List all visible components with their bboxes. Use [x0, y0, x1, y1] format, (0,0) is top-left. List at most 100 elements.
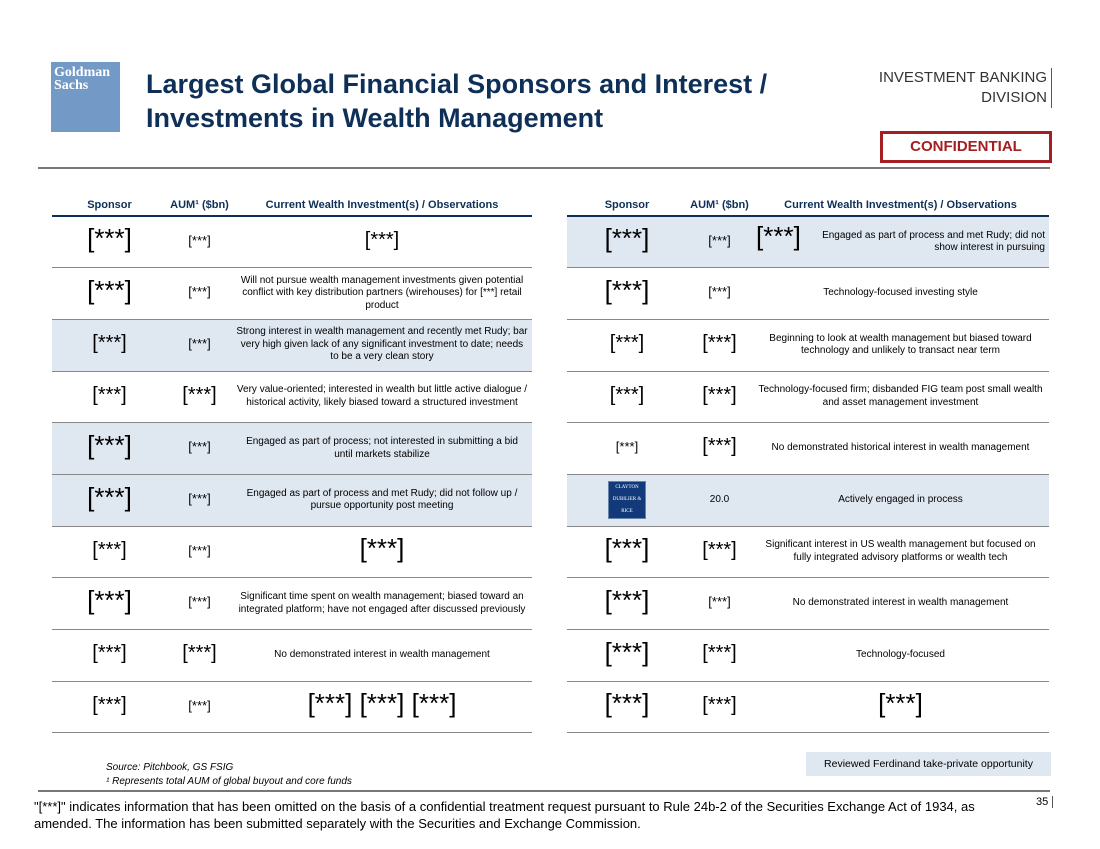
title-line-1: Largest Global Financial Sponsors and In… — [146, 69, 768, 99]
header-sponsor: Sponsor — [52, 176, 167, 217]
aum-value: [***] — [708, 594, 731, 610]
sponsor-name-cell: [***] — [52, 681, 167, 734]
aum-value-cell: [***] — [687, 526, 752, 579]
sponsor-name-cell: [***] — [52, 422, 167, 475]
disclaimer: "[***]" indicates information that has b… — [34, 799, 975, 831]
source-text: Source: Pitchbook, GS FSIG — [106, 762, 234, 773]
table-row: [***] [***] [***] [***] [***] — [52, 681, 532, 734]
observation-text-cell: Technology-focused investing style — [752, 267, 1049, 320]
sponsor-name-cell: [***] — [567, 577, 687, 630]
observation-text-cell: Very value-oriented; interested in wealt… — [232, 371, 532, 424]
sponsor-name: [***] — [604, 688, 650, 719]
observation-text: No demonstrated interest in wealth manag… — [792, 597, 1009, 609]
observation-text-cell: Actively engaged in process — [752, 474, 1049, 527]
observation-text-cell: Strong interest in wealth management and… — [232, 319, 532, 372]
sponsor-name: [***] — [604, 274, 650, 305]
sponsor-name-cell: [***] — [52, 629, 167, 682]
table-row: [***] [***] No demonstrated interest in we… — [567, 577, 1049, 630]
sponsor-name-cell: [***] — [567, 371, 687, 424]
page-number: 35 — [1036, 796, 1054, 808]
aum-value: [***] — [708, 232, 731, 248]
sponsor-name-cell: [***] — [52, 216, 167, 269]
sponsor-logo: CLAYTON DUBILIER & RICE — [608, 481, 646, 520]
observation-redacted: [***] — [756, 220, 801, 251]
sponsor-name-cell: [***] — [567, 422, 687, 475]
confidential-badge: CONFIDENTIAL — [880, 131, 1052, 163]
sponsor-name: [***] — [615, 439, 639, 455]
aum-value-cell: [***] — [167, 577, 232, 630]
aum-value-cell: [***] — [167, 422, 232, 475]
table-row: [***] [***] Technology-focused firm; disba… — [567, 371, 1049, 424]
observation-text: [***] — [364, 228, 400, 251]
aum-value: [***] — [188, 697, 211, 713]
sponsor-name: [***] — [609, 383, 645, 406]
sponsor-name: [***] — [92, 642, 127, 665]
aum-value-cell: [***] — [167, 371, 232, 424]
observation-text: Significant interest in US wealth manage… — [765, 539, 1036, 563]
sponsor-name: [***] — [87, 274, 132, 305]
aum-value: [***] — [188, 284, 211, 300]
goldman-sachs-logo: Goldman Sachs — [51, 62, 120, 132]
aum-value: [***] — [182, 642, 217, 665]
sponsor-name-cell: [***] — [52, 474, 167, 527]
observation-text: Technology-focused — [856, 649, 945, 661]
sponsor-name: [***] — [604, 223, 650, 254]
observation-text: Technology-focused firm; disbanded FIG t… — [758, 384, 1043, 408]
observation-text-cell: Engaged as part of process and met Rudy;… — [232, 474, 532, 527]
sponsor-name-cell: [***] — [567, 681, 687, 734]
aum-value-cell: [***] — [167, 216, 232, 269]
table-header-row: Sponsor AUM¹ ($bn) Current Wealth Investme… — [567, 176, 1049, 217]
observation-text-cell: [***] — [752, 681, 1049, 734]
observation-text-cell: [***] — [232, 526, 532, 579]
sponsor-name-cell: [***] — [567, 267, 687, 320]
observation-text: [***] — [878, 688, 923, 719]
sponsor-name-cell: [***] — [567, 216, 687, 269]
aum-value-cell: [***] — [687, 319, 752, 372]
sponsor-name: [***] — [604, 533, 650, 564]
observation-text-cell: No demonstrated interest in wealth manag… — [232, 629, 532, 682]
sponsor-name-cell: [***] — [52, 526, 167, 579]
observation-text: Engaged as part of process; not interest… — [246, 436, 518, 460]
aum-value-cell: 20.0 — [687, 474, 752, 527]
table-row: [***] [***] [***] — [52, 216, 532, 269]
page-title: Largest Global Financial Sponsors and In… — [146, 67, 767, 135]
aum-value: [***] — [188, 439, 211, 455]
aum-value-cell: [***] — [687, 681, 752, 734]
table-row: CLAYTON DUBILIER & RICE 20.0 Actively enga… — [567, 474, 1049, 527]
aum-value: [***] — [188, 335, 211, 351]
observation-text: Will not pursue wealth management invest… — [240, 274, 524, 311]
sponsor-name: [***] — [609, 331, 645, 354]
sponsor-name-cell: [***] — [52, 267, 167, 320]
observation-text: Significant time spent on wealth managem… — [238, 591, 526, 615]
observation-text: No demonstrated interest in wealth manag… — [274, 649, 490, 661]
aum-value: 20.0 — [709, 494, 730, 506]
sponsor-name: [***] — [87, 429, 132, 460]
aum-value: [***] — [702, 693, 737, 716]
observation-text: Technology-focused investing style — [823, 287, 978, 299]
division-line-1: INVESTMENT BANKING — [878, 69, 1047, 86]
header-observations: Current Wealth Investment(s) / Observati… — [232, 176, 532, 217]
table-row: [***] [***] Significant interest in US wea… — [567, 526, 1049, 579]
sponsor-name: [***] — [92, 331, 127, 354]
table-row: [***] [***] Beginning to look at wealth ma… — [567, 319, 1049, 372]
header-sponsor: Sponsor — [567, 176, 687, 217]
aum-value: [***] — [702, 642, 737, 665]
sponsor-name-cell: [***] — [52, 319, 167, 372]
aum-value: [***] — [188, 491, 211, 507]
observation-text: [***] — [359, 533, 405, 564]
sponsor-name-cell: [***] — [567, 319, 687, 372]
observation-text-cell: Will not pursue wealth management invest… — [232, 267, 532, 320]
table-row: [***] [***] No demonstrated interest in we… — [52, 629, 532, 682]
observation-text: Strong interest in wealth management and… — [236, 326, 528, 363]
observation-text-cell: [***] [***] [***] — [232, 681, 532, 734]
table-row: [***] [***] [***] — [52, 526, 532, 579]
header-aum: AUM¹ ($bn) — [687, 176, 752, 217]
right-sponsor-table: Sponsor AUM¹ ($bn) Current Wealth Investme… — [567, 176, 1049, 734]
observation-text-cell: Significant time spent on wealth managem… — [232, 577, 532, 630]
division-label: INVESTMENT BANKING DIVISION — [879, 68, 1052, 108]
sponsor-name: [***] — [92, 538, 127, 561]
observation-text: [***] [***] [***] — [307, 688, 457, 719]
aum-value-cell: [***] — [167, 681, 232, 734]
observation-text-cell: Significant interest in US wealth manage… — [752, 526, 1049, 579]
table-header-row: Sponsor AUM¹ ($bn) Current Wealth Investme… — [52, 176, 532, 217]
